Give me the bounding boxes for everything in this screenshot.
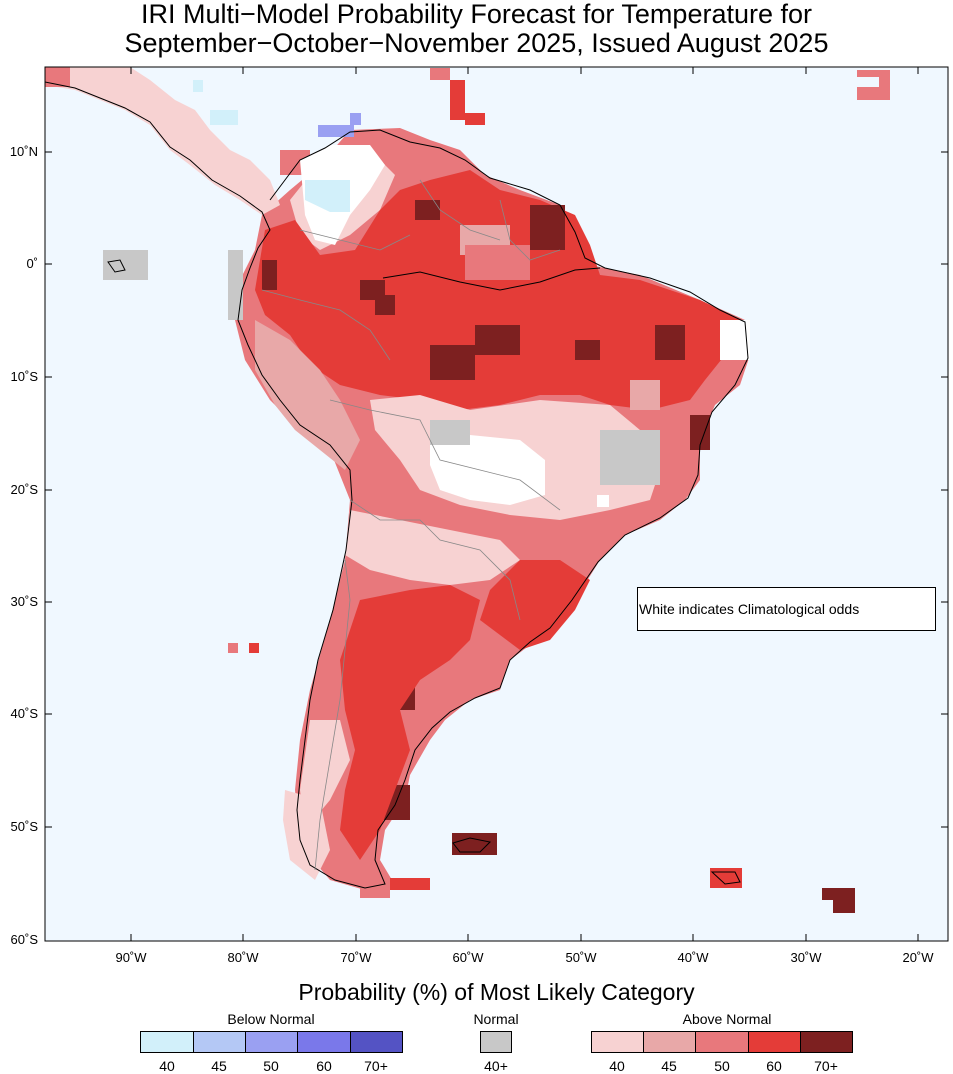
lat-label-50s: 50˚S: [10, 819, 38, 834]
axis-ticks: [45, 67, 948, 941]
lon-label-20w: 20˚W: [902, 950, 934, 965]
lat-label-40s: 40˚S: [10, 706, 38, 721]
legend-swatch-below-40: [140, 1031, 194, 1053]
lat-label-20s: 20˚S: [10, 482, 38, 497]
legend-swatch-normal-40: [480, 1031, 512, 1053]
map-title-line-2: September−October−November 2025, Issued …: [124, 28, 829, 58]
lon-label-50w: 50˚W: [565, 950, 597, 965]
lon-label-30w: 30˚W: [790, 950, 822, 965]
lat-label-0: 0˚: [26, 256, 38, 271]
legend-tick-below-50: 50: [263, 1058, 279, 1074]
map-frame: [44, 66, 949, 942]
legend-swatch-below-60: [297, 1031, 351, 1053]
lon-label-60w: 60˚W: [452, 950, 484, 965]
legend-tick-normal-40: 40+: [484, 1058, 508, 1074]
legend-tick-above-40: 40: [609, 1058, 625, 1074]
legend-swatch-above-50: [695, 1031, 749, 1053]
probability-shading: [45, 67, 890, 913]
climatology-note: White indicates Climatological odds: [637, 587, 936, 631]
legend-swatch-above-45: [643, 1031, 696, 1053]
legend-tick-above-45: 45: [661, 1058, 677, 1074]
legend-tick-above-60: 60: [766, 1058, 782, 1074]
legend-swatch-above-70: [800, 1031, 853, 1053]
lon-label-70w: 70˚W: [340, 950, 372, 965]
legend-swatch-below-70: [350, 1031, 403, 1053]
legend-title: Probability (%) of Most Likely Category: [298, 979, 695, 1005]
legend-tick-above-50: 50: [714, 1058, 730, 1074]
coastline: [45, 81, 749, 889]
legend-swatch-below-45: [193, 1031, 246, 1053]
lat-label-10n: 10˚N: [9, 144, 38, 159]
legend-tick-below-70: 70+: [364, 1058, 388, 1074]
lon-label-90w: 90˚W: [115, 950, 147, 965]
lat-label-60s: 60˚S: [10, 932, 38, 947]
legend-normal-label: Normal: [473, 1011, 519, 1027]
legend-tick-below-60: 60: [316, 1058, 332, 1074]
legend-tick-below-45: 45: [211, 1058, 227, 1074]
legend-tick-below-40: 40: [159, 1058, 175, 1074]
legend-swatch-below-50: [245, 1031, 298, 1053]
legend-tick-above-70: 70+: [814, 1058, 838, 1074]
lon-label-40w: 40˚W: [677, 950, 709, 965]
legend-swatch-above-60: [748, 1031, 801, 1053]
map-title-line-1: IRI Multi−Model Probability Forecast for…: [140, 0, 813, 29]
lat-label-30s: 30˚S: [10, 594, 38, 609]
lon-label-80w: 80˚W: [227, 950, 259, 965]
central-america-shading: [45, 67, 280, 215]
legend-above-normal-label: Above Normal: [682, 1011, 772, 1027]
country-borders: [261, 179, 561, 871]
legend-swatch-above-40: [591, 1031, 644, 1053]
lat-label-10s: 10˚S: [10, 369, 38, 384]
legend-below-normal-label: Below Normal: [227, 1011, 315, 1027]
